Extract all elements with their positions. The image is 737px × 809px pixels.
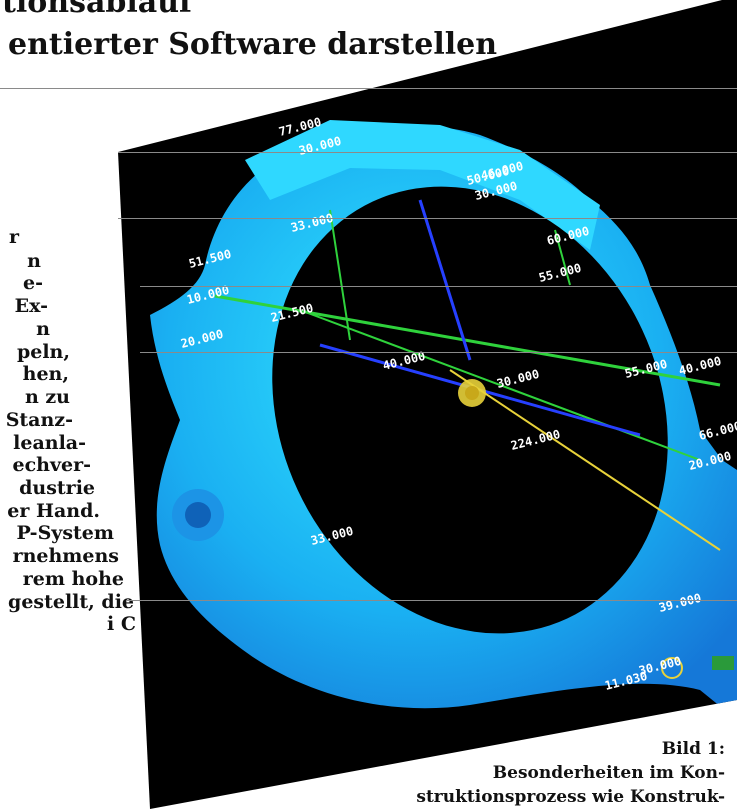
body-line: n zu [24,386,70,408]
body-line: peln, [16,341,70,363]
body-line: n [36,318,50,340]
part-bore [272,186,668,634]
body-line: Ex- [14,295,48,317]
axis-triad-icon [34,160,66,192]
body-line: Stanz- [5,409,73,431]
body-line: r [8,226,19,248]
divider [118,218,737,219]
body-line: leanla- [13,432,86,454]
figure-caption-label: Bild 1: [661,739,725,759]
divider [140,352,737,353]
divider [0,88,737,89]
body-line: rnehmens [12,545,119,567]
body-line: hen, [22,363,69,385]
article-title-line-2: entierter Software darstellen [8,27,498,62]
body-line: echver- [12,454,92,476]
body-line: e- [23,272,43,294]
body-line: i C [107,613,136,635]
divider [140,286,737,287]
body-line: gestellt, die [8,591,134,613]
body-line: er Hand. [7,500,100,522]
article-title-line-1: tionsabiauf [2,0,192,20]
divider [126,600,737,601]
divider [118,152,737,153]
body-line: dustrie [19,477,95,499]
body-line: rem hohe [22,568,124,590]
body-line: P-System [16,522,114,544]
figure-caption-line-2: struktionsprozess wie Konstruk- [416,787,725,807]
body-line: n [27,250,41,272]
figure-caption-line-1: Besonderheiten im Kon- [492,763,725,783]
